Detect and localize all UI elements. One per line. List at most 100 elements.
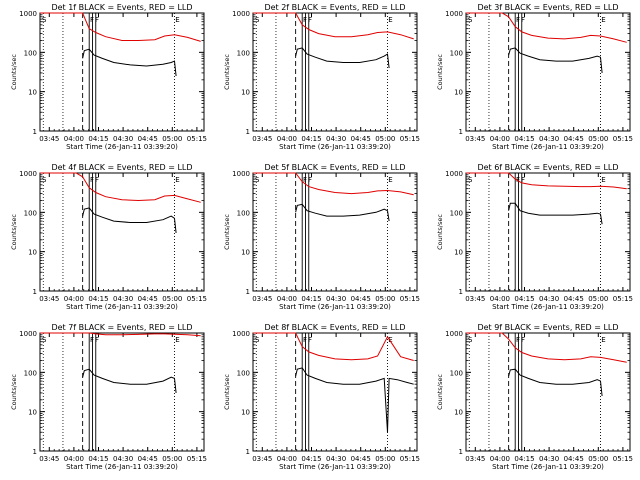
marker-flag: S <box>468 176 473 184</box>
x-tick-label: 05:15 <box>187 135 207 143</box>
y-tick-label: 1 <box>33 288 37 296</box>
plot-frame <box>252 172 418 292</box>
y-tick-label: 100 <box>237 49 250 57</box>
chart-panel-7: Det 7f BLACK = Events, RED = LLD 1 10 100 10… <box>10 323 207 471</box>
y-tick-label: 1000 <box>19 170 37 178</box>
y-tick-label: 10 <box>28 89 37 97</box>
series-events-line <box>508 368 603 397</box>
x-tick-label: 05:15 <box>613 295 633 303</box>
x-tick-label: 04:30 <box>326 455 346 463</box>
x-tick-label: 05:00 <box>588 135 608 143</box>
y-axis-label: Counts/sec <box>10 214 18 250</box>
chart-title: Det 5f BLACK = Events, RED = LLD <box>264 163 405 172</box>
x-tick-label: 04:15 <box>514 135 534 143</box>
chart-title: Det 6f BLACK = Events, RED = LLD <box>477 163 618 172</box>
series-lld-line <box>40 12 201 42</box>
y-tick-label: 10 <box>454 409 463 417</box>
marker-flag: S <box>468 16 473 24</box>
marker-flag: F <box>521 176 525 184</box>
series-events-line <box>295 203 390 222</box>
chart-panel-8: Det 8f BLACK = Events, RED = LLD 1 10 100 10… <box>223 323 420 471</box>
chart-title: Det 1f BLACK = Events, RED = LLD <box>51 3 192 12</box>
y-tick-label: 1000 <box>445 170 463 178</box>
y-axis-label: Counts/sec <box>10 54 18 90</box>
series-lld-line <box>253 172 414 196</box>
x-tick-label: 04:45 <box>138 455 158 463</box>
y-tick-label: 100 <box>450 369 463 377</box>
x-tick-label: 04:45 <box>138 295 158 303</box>
x-tick-label: 04:30 <box>113 455 133 463</box>
x-tick-label: 05:15 <box>187 295 207 303</box>
y-tick-label: 100 <box>24 49 37 57</box>
chart-panel-9: Det 9f BLACK = Events, RED = LLD 1 10 100 10… <box>436 323 633 471</box>
plot-frame <box>39 172 205 292</box>
chart-title: Det 9f BLACK = Events, RED = LLD <box>477 323 618 332</box>
x-tick-label: 04:00 <box>64 135 84 143</box>
series-events-line <box>82 207 177 233</box>
y-tick-label: 10 <box>241 249 250 257</box>
x-tick-label: 05:00 <box>375 135 395 143</box>
marker-flag: F <box>308 336 312 344</box>
x-tick-label: 04:45 <box>564 295 584 303</box>
x-tick-label: 03:45 <box>252 455 272 463</box>
x-tick-label: 04:15 <box>301 295 321 303</box>
y-axis-label: Counts/sec <box>223 214 231 250</box>
marker-flag: F <box>90 176 94 184</box>
x-tick-label: 04:00 <box>490 295 510 303</box>
y-tick-label: 1000 <box>232 10 250 18</box>
x-tick-label: 04:45 <box>351 135 371 143</box>
series-events-line <box>295 47 390 69</box>
series-events-line <box>82 368 177 393</box>
annotation-label: E <box>175 336 179 344</box>
y-tick-label: 100 <box>237 369 250 377</box>
chart-title: Det 7f BLACK = Events, RED = LLD <box>51 323 192 332</box>
x-axis-label: Start Time (26-Jan-11 03:39:20) <box>279 463 391 471</box>
x-tick-label: 04:45 <box>351 455 371 463</box>
y-axis-label: Counts/sec <box>436 214 444 250</box>
marker-flag: F <box>303 336 307 344</box>
annotation-label: E <box>388 336 392 344</box>
x-tick-label: 03:45 <box>465 455 485 463</box>
plot-frame <box>252 12 418 132</box>
chart-panel-1: Det 1f BLACK = Events, RED = LLD 1 10 100 10… <box>10 3 207 151</box>
y-tick-label: 1 <box>246 128 250 136</box>
x-tick-label: 04:00 <box>490 135 510 143</box>
y-axis-label: Counts/sec <box>436 54 444 90</box>
annotation-label: E <box>175 176 179 184</box>
x-tick-label: 05:00 <box>588 295 608 303</box>
x-tick-label: 04:00 <box>490 455 510 463</box>
x-tick-label: 04:00 <box>277 455 297 463</box>
marker-flag: S <box>42 16 47 24</box>
y-tick-label: 10 <box>454 249 463 257</box>
y-axis-label: Counts/sec <box>10 374 18 410</box>
series-lld-line <box>253 12 414 40</box>
x-tick-label: 04:15 <box>514 455 534 463</box>
x-tick-label: 04:00 <box>277 295 297 303</box>
x-axis-label: Start Time (26-Jan-11 03:39:20) <box>66 303 178 311</box>
x-tick-label: 04:15 <box>88 135 108 143</box>
x-tick-label: 03:45 <box>465 135 485 143</box>
series-lld-line <box>466 12 627 43</box>
y-tick-label: 100 <box>237 209 250 217</box>
chart-panel-5: Det 5f BLACK = Events, RED = LLD 1 10 100 10… <box>223 163 420 311</box>
y-tick-label: 1 <box>33 128 37 136</box>
chart-title: Det 2f BLACK = Events, RED = LLD <box>264 3 405 12</box>
plot-frame <box>465 332 631 452</box>
x-tick-label: 04:45 <box>564 455 584 463</box>
marker-flag: F <box>516 16 520 24</box>
x-tick-label: 05:00 <box>588 455 608 463</box>
marker-flag: F <box>90 336 94 344</box>
x-tick-label: 04:00 <box>64 295 84 303</box>
marker-flag: F <box>95 176 99 184</box>
marker-flag: F <box>516 336 520 344</box>
x-axis-label: Start Time (26-Jan-11 03:39:20) <box>279 143 391 151</box>
marker-flag: F <box>303 176 307 184</box>
y-tick-label: 1 <box>459 448 463 456</box>
marker-flag: F <box>95 16 99 24</box>
series-lld-line <box>466 172 627 190</box>
marker-flag: S <box>255 16 260 24</box>
marker-flag: F <box>516 176 520 184</box>
chart-panel-4: Det 4f BLACK = Events, RED = LLD 1 10 100 10… <box>10 163 207 311</box>
